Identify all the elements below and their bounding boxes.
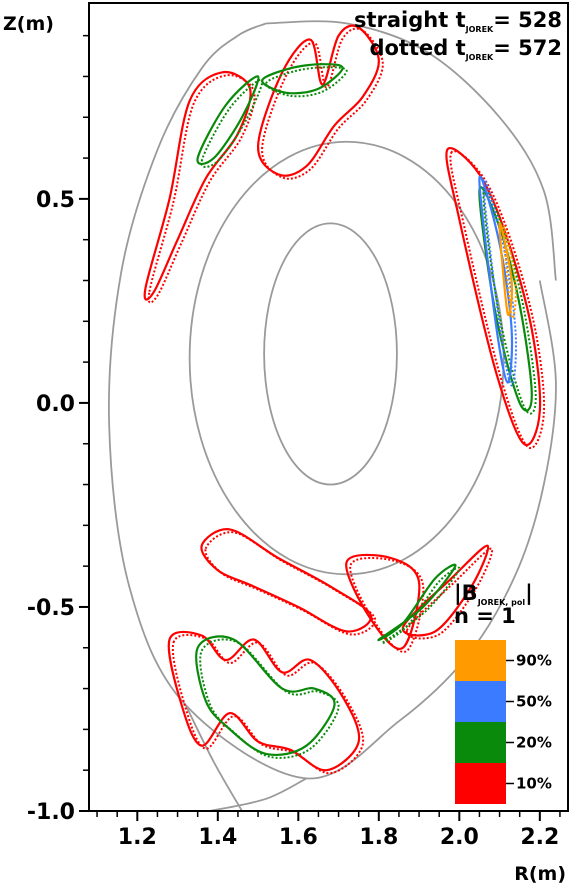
legend-swatch-0 — [455, 640, 506, 681]
contour-20pct-dotted-11 — [381, 566, 461, 645]
x-axis-ticks: 1.2 1.4 1.6 1.8 2.0 2.2 — [96, 811, 561, 850]
contour-20pct-dotted-8 — [265, 66, 348, 98]
contour-20pct-solid-11 — [377, 563, 457, 642]
legend-swatch-2 — [455, 722, 506, 763]
contour-20pct-dotted-10 — [199, 638, 340, 759]
annotation-straight: straight tJOREK= 528 — [354, 8, 562, 34]
flux-surface-divertor_leg-4 — [184, 704, 243, 812]
contour-20pct-solid-10 — [195, 635, 336, 757]
contour-10pct-dotted-4 — [349, 556, 425, 653]
legend: 90% 50% 20% 10% — [455, 640, 552, 804]
y-tick-label-0: 0.5 — [36, 188, 75, 213]
flux-surface-outer_wall-3 — [266, 20, 557, 281]
legend-title: |BJOREK, pol| — [454, 581, 533, 607]
contour-10pct-solid-6 — [401, 544, 490, 637]
legend-label-2: 20% — [516, 734, 552, 752]
contour-10pct-dotted-5 — [171, 633, 365, 775]
contour-20pct-solid-7 — [196, 75, 260, 166]
legend-swatch-3 — [455, 763, 506, 804]
x-tick-label-4: 2.0 — [440, 825, 479, 850]
x-axis-title: R(m) — [514, 863, 566, 885]
contour-10pct-dotted-1 — [261, 27, 384, 180]
mode-contours — [143, 24, 546, 775]
contour-20pct-solid-8 — [261, 63, 344, 95]
contour-10pct-solid-1 — [256, 24, 380, 177]
contour-10pct-dotted-0 — [147, 74, 256, 304]
x-tick-label-1: 1.4 — [198, 825, 237, 850]
contour-50pct-solid-12 — [478, 175, 514, 384]
contour-90pct-dotted-13 — [502, 225, 517, 320]
contour-10pct-dotted-6 — [405, 547, 494, 640]
contour-10pct-dotted-3 — [204, 531, 377, 636]
y-axis-ticks: 0.5 0.0 -0.5 -1.0 — [27, 34, 89, 825]
contour-10pct-solid-4 — [345, 553, 421, 650]
contour-10pct-solid-5 — [167, 630, 361, 772]
x-tick-label-3: 1.8 — [359, 825, 398, 850]
y-axis-title: Z(m) — [3, 13, 54, 35]
annotation-dotted: dotted tJOREK= 572 — [369, 36, 562, 62]
legend-label-0: 90% — [516, 652, 552, 670]
y-tick-label-2: -0.5 — [27, 596, 75, 621]
flux-surface-divertor_leg-5 — [209, 777, 307, 812]
x-tick-label-0: 1.2 — [118, 825, 157, 850]
contour-10pct-solid-3 — [200, 528, 373, 633]
y-tick-label-3: -1.0 — [27, 800, 75, 825]
contour-20pct-dotted-9 — [482, 189, 537, 415]
legend-label-3: 10% — [516, 775, 552, 793]
legend-label-1: 50% — [516, 693, 552, 711]
plot-area-frame — [88, 2, 569, 812]
y-tick-label-1: 0.0 — [36, 392, 75, 417]
legend-swatch-1 — [455, 681, 506, 722]
flux-surface-1 — [188, 140, 505, 576]
x-tick-label-2: 1.6 — [279, 825, 318, 850]
contour-10pct-solid-2 — [445, 147, 542, 447]
contour-20pct-dotted-7 — [200, 78, 264, 168]
flux-surface-0 — [263, 222, 398, 486]
x-tick-label-5: 2.2 — [520, 825, 559, 850]
legend-subtitle: n = 1 — [454, 604, 516, 628]
